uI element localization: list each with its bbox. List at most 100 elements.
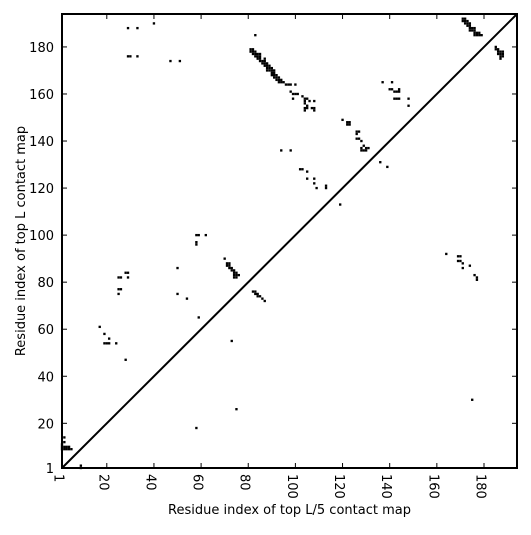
contact-point <box>461 266 464 270</box>
contact-point <box>256 295 259 298</box>
contact-point <box>178 59 182 63</box>
contact-point <box>475 278 479 281</box>
contact-point <box>355 130 358 133</box>
contact-point <box>232 273 236 277</box>
contact-point <box>103 342 106 345</box>
contact-point <box>258 55 262 58</box>
contact-point <box>232 269 236 272</box>
contact-point <box>228 262 231 265</box>
contact-point <box>461 19 464 23</box>
contact-point <box>251 290 255 293</box>
contact-point <box>263 57 266 60</box>
contact-point <box>346 121 349 124</box>
contact-point <box>386 165 389 169</box>
diagonal-line <box>61 13 518 469</box>
contact-point <box>324 186 328 190</box>
contact-point <box>256 55 259 58</box>
y-tick-label: 140 <box>29 135 54 150</box>
contact-point <box>261 62 264 65</box>
contact-point <box>117 276 120 279</box>
contact-point <box>136 26 139 30</box>
contact-point <box>268 64 271 67</box>
contact-point <box>256 292 259 296</box>
contact-point <box>261 297 264 300</box>
contact-point <box>277 78 281 82</box>
contact-point <box>390 88 394 91</box>
contact-point <box>268 66 271 70</box>
x-tick-label: 1 <box>51 474 66 482</box>
contact-point <box>289 149 292 152</box>
contact-point <box>468 264 472 267</box>
contact-point <box>254 50 257 53</box>
contact-point <box>273 76 276 79</box>
contact-point <box>364 149 368 152</box>
contact-point <box>251 48 255 51</box>
contact-point <box>67 445 71 448</box>
contact-point <box>468 26 472 30</box>
contact-point <box>360 139 363 143</box>
contact-point <box>381 81 384 84</box>
contact-point <box>270 73 273 77</box>
y-tick-label: 60 <box>37 323 54 338</box>
contact-point <box>195 233 198 237</box>
x-axis-title: Residue index of top L/5 contact map <box>168 503 411 518</box>
contact-point <box>301 168 304 171</box>
contact-point <box>136 55 139 58</box>
contact-point <box>364 146 368 150</box>
contact-point <box>461 262 464 265</box>
contact-point <box>315 186 318 190</box>
contact-point <box>496 48 500 51</box>
contact-point <box>230 339 233 343</box>
contact-point <box>360 149 363 152</box>
contact-point <box>195 241 198 244</box>
contact-point <box>303 109 306 112</box>
contact-point <box>235 271 238 274</box>
contact-point <box>459 255 462 258</box>
contact-point <box>254 52 257 56</box>
contact-point <box>225 262 229 265</box>
contact-point <box>494 48 497 51</box>
contact-point <box>395 90 398 93</box>
contact-point <box>169 59 172 63</box>
contact-point <box>456 255 460 258</box>
contact-point <box>265 64 269 67</box>
contact-point <box>355 137 358 140</box>
contact-point <box>501 52 505 56</box>
contact-point <box>466 19 469 23</box>
contact-point <box>254 55 257 58</box>
contact-point <box>494 45 497 49</box>
contact-point <box>65 445 68 448</box>
contact-point <box>393 97 396 100</box>
contact-point <box>478 31 481 34</box>
contact-point <box>63 440 66 444</box>
contact-point <box>291 92 295 96</box>
contact-point <box>360 146 363 150</box>
x-tick-label: 140 <box>378 474 393 499</box>
contact-point <box>463 19 467 23</box>
contact-point <box>473 26 476 30</box>
contact-point <box>275 73 278 77</box>
contact-point <box>270 71 273 74</box>
contact-point <box>258 295 262 298</box>
contact-point <box>313 177 316 180</box>
contact-point <box>258 52 262 56</box>
contact-point <box>124 358 127 361</box>
contact-point <box>270 69 273 72</box>
contact-point <box>254 292 257 296</box>
contact-point <box>461 17 464 20</box>
contact-point <box>263 299 266 303</box>
contact-point <box>152 22 156 25</box>
contact-point <box>63 436 66 439</box>
contact-point <box>265 62 269 65</box>
contact-point <box>235 276 238 279</box>
contact-point <box>310 106 314 110</box>
contact-point <box>303 97 306 100</box>
contact-point <box>129 55 132 58</box>
contact-point <box>258 59 262 63</box>
contact-point <box>397 90 401 93</box>
contact-point <box>119 288 123 291</box>
contact-point <box>185 297 189 300</box>
